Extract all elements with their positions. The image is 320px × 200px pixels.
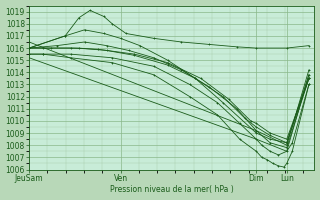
X-axis label: Pression niveau de la mer( hPa ): Pression niveau de la mer( hPa ) [110,185,234,194]
